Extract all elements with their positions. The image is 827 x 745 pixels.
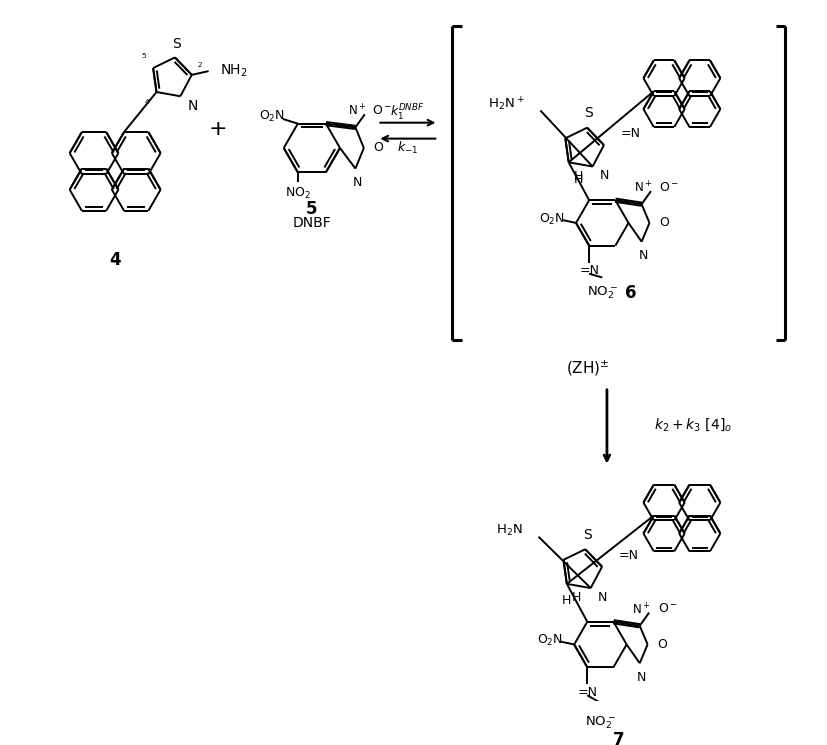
Text: $k_1^{DNBF}$: $k_1^{DNBF}$ xyxy=(390,104,425,124)
Text: H: H xyxy=(571,592,581,604)
Text: N: N xyxy=(600,169,609,183)
Text: $_2$: $_2$ xyxy=(198,60,203,70)
Text: H$_2$N$^+$: H$_2$N$^+$ xyxy=(488,95,524,112)
Text: O$_2$N: O$_2$N xyxy=(259,109,284,124)
Text: $k_2 + k_3\ [4]_o$: $k_2 + k_3\ [4]_o$ xyxy=(654,416,732,433)
Text: O: O xyxy=(373,142,383,154)
Text: $^5$: $^5$ xyxy=(141,54,147,63)
Text: =N: =N xyxy=(579,264,599,277)
Text: S: S xyxy=(583,527,591,542)
Text: NO$_2^-$: NO$_2^-$ xyxy=(585,714,616,731)
Text: H: H xyxy=(574,173,584,186)
Text: (ZH)$^{\pm}$: (ZH)$^{\pm}$ xyxy=(566,358,610,378)
Text: =N: =N xyxy=(619,549,639,562)
Text: O: O xyxy=(657,638,667,651)
Text: $k_{-1}$: $k_{-1}$ xyxy=(397,140,418,156)
Text: O$^-$: O$^-$ xyxy=(657,603,677,615)
Text: +: + xyxy=(209,119,227,139)
Text: O$^-$: O$^-$ xyxy=(659,181,680,194)
Text: =N: =N xyxy=(621,127,641,140)
Text: N: N xyxy=(598,591,608,604)
Text: 4: 4 xyxy=(109,251,121,270)
Text: $_4$: $_4$ xyxy=(144,97,150,107)
Text: 7: 7 xyxy=(614,732,625,745)
Text: NH$_2$: NH$_2$ xyxy=(220,63,247,79)
Text: H: H xyxy=(562,595,571,607)
Text: N$^+$: N$^+$ xyxy=(348,104,366,119)
Text: N: N xyxy=(352,176,362,189)
Text: S: S xyxy=(172,37,181,51)
Text: 6: 6 xyxy=(624,284,636,302)
Text: N$^+$: N$^+$ xyxy=(634,180,653,196)
Text: N: N xyxy=(188,99,198,113)
Text: N: N xyxy=(638,249,648,262)
Text: NO$_2$: NO$_2$ xyxy=(284,186,311,200)
Text: O$_2$N: O$_2$N xyxy=(537,633,563,648)
Text: N: N xyxy=(637,670,646,684)
Text: O$_2$N: O$_2$N xyxy=(538,212,565,226)
Text: =N: =N xyxy=(577,686,597,699)
Text: H$_2$N: H$_2$N xyxy=(496,523,523,538)
Text: S: S xyxy=(585,107,593,120)
Text: O: O xyxy=(659,217,669,229)
Text: DNBF: DNBF xyxy=(293,216,332,230)
Text: O$^-$: O$^-$ xyxy=(372,104,392,117)
Text: H: H xyxy=(573,170,583,183)
Text: NO$_2^-$: NO$_2^-$ xyxy=(586,285,618,302)
Text: N$^+$: N$^+$ xyxy=(633,602,651,618)
Text: 5: 5 xyxy=(306,200,318,218)
